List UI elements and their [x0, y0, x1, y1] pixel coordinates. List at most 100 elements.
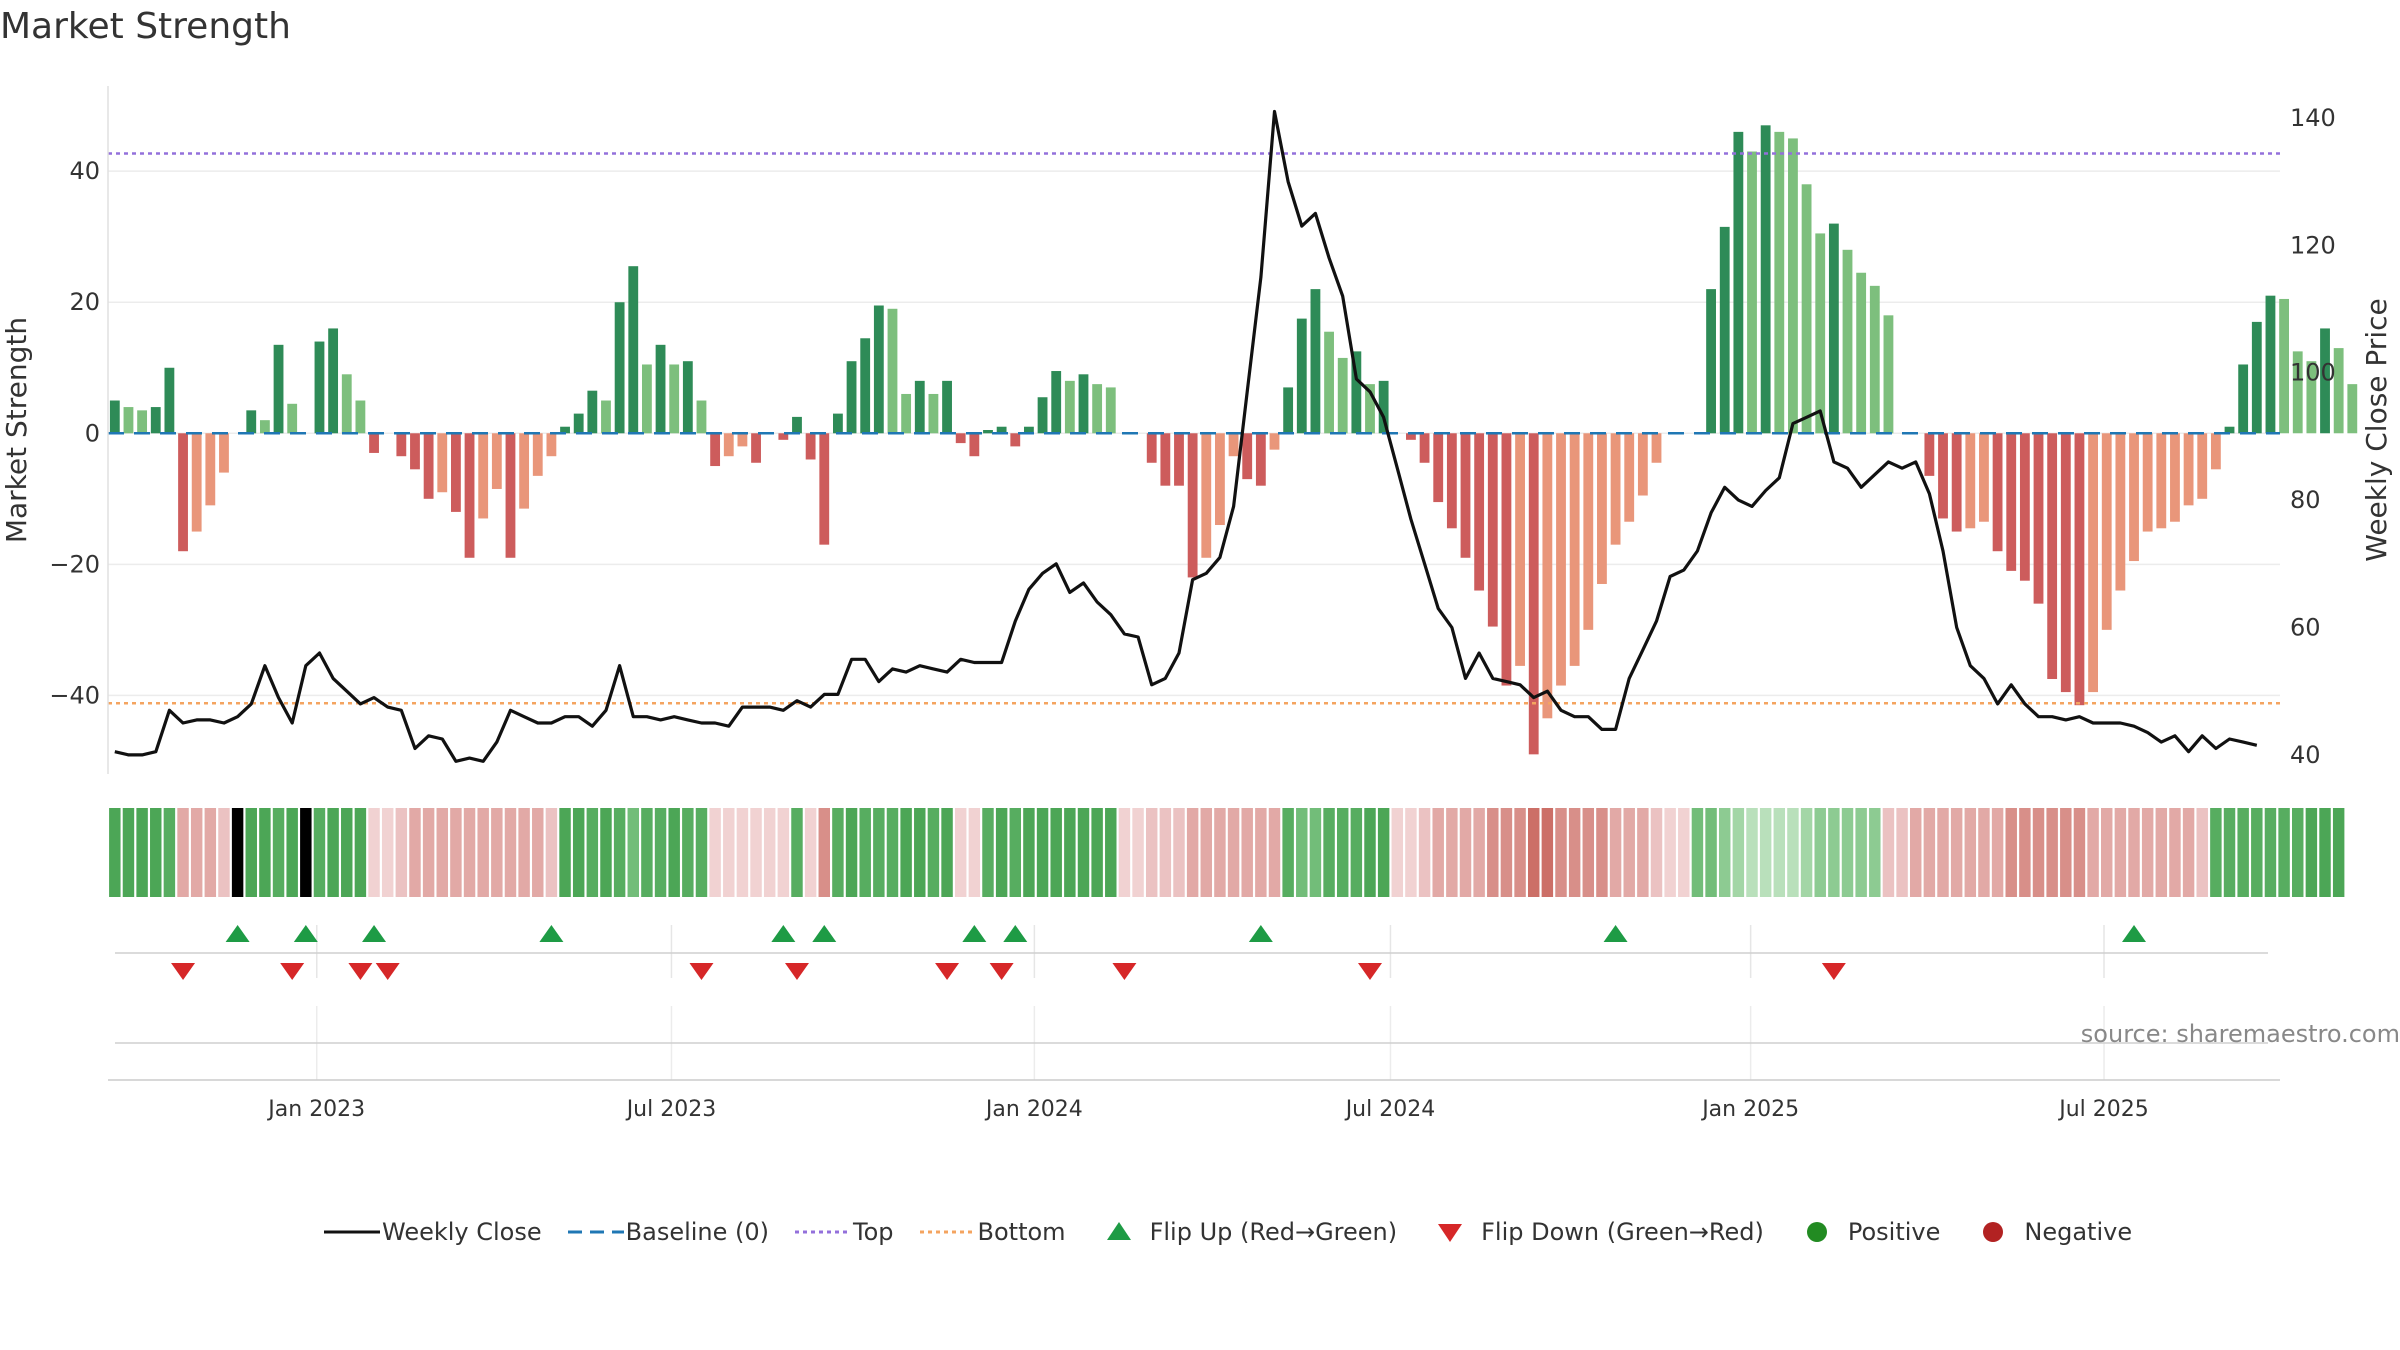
strength-bar	[696, 400, 707, 434]
heat-cell	[1091, 808, 1103, 897]
flip-down-marker	[989, 963, 1014, 980]
heat-cell	[150, 808, 162, 897]
strength-bar	[410, 433, 420, 470]
heat-cell	[2210, 808, 2222, 897]
strength-bar	[1201, 433, 1212, 558]
heat-cell	[286, 808, 298, 897]
heat-cell	[1650, 808, 1663, 897]
y2-tick-label: 40	[2290, 741, 2321, 769]
heat-cell	[1009, 808, 1022, 897]
strength-bar	[2074, 433, 2085, 706]
strength-bar	[1747, 151, 1757, 434]
flip-up-marker	[1003, 925, 1028, 942]
strength-bar	[1037, 397, 1048, 434]
heat-cell	[995, 808, 1008, 897]
heat-cell	[709, 808, 721, 897]
heat-cell	[1268, 808, 1281, 897]
heat-cell	[1555, 808, 1567, 897]
strength-bar	[928, 393, 939, 434]
legend-baseline[interactable]: Baseline (0)	[564, 1217, 769, 1247]
heat-cell	[1732, 808, 1745, 897]
strength-bar	[641, 364, 652, 434]
strength-bar	[1010, 433, 1021, 447]
strength-bar	[123, 407, 134, 434]
flip-up-marker	[539, 925, 564, 942]
flip-markers	[115, 925, 2268, 1044]
legend-dot-swatch	[916, 1217, 978, 1247]
weekly-close-series	[114, 109, 2258, 763]
heat-cell	[600, 808, 612, 897]
heat-cell	[2182, 808, 2195, 897]
heat-cell	[1282, 808, 1294, 897]
heat-cell	[1473, 808, 1485, 897]
strength-bar	[2292, 351, 2303, 434]
heat-cell	[1350, 808, 1363, 897]
legend-top[interactable]: Top	[791, 1217, 894, 1247]
heat-cell	[968, 808, 981, 897]
heat-cell	[791, 808, 803, 897]
flip-down-marker	[1357, 963, 1382, 980]
heat-cell	[1105, 808, 1117, 897]
strength-bar	[1528, 433, 1539, 755]
legend-bottom[interactable]: Bottom	[916, 1217, 1066, 1247]
heat-cell	[1882, 808, 1895, 897]
heat-cell	[504, 808, 517, 897]
heat-cell	[1023, 808, 1035, 897]
flip-up-marker	[2122, 925, 2147, 942]
heat-cell	[1787, 808, 1799, 897]
heat-cell	[327, 808, 339, 897]
heat-cell	[1336, 808, 1349, 897]
strength-bar	[2060, 433, 2071, 693]
flip-up-marker	[1603, 925, 1628, 942]
strength-bar	[846, 361, 857, 434]
strength-bar	[1624, 433, 1635, 522]
strength-bar	[1719, 226, 1730, 434]
strength-bar	[614, 302, 625, 434]
strength-bar	[1078, 374, 1089, 434]
heat-cell	[804, 808, 817, 897]
heat-cell	[627, 808, 639, 897]
heat-cell	[1828, 808, 1840, 897]
heat-cell	[1459, 808, 1472, 897]
heat-cell	[1214, 808, 1226, 897]
strength-bar	[996, 426, 1007, 434]
legend-positive[interactable]: Positive	[1786, 1217, 1940, 1247]
heat-cell	[2292, 808, 2304, 897]
heat-cell	[1405, 808, 1417, 897]
heat-cell	[668, 808, 680, 897]
legend-flip-down[interactable]: Flip Down (Green→Red)	[1419, 1217, 1764, 1247]
heat-cell	[381, 808, 394, 897]
flip-down-marker	[348, 963, 373, 980]
strength-bar	[805, 433, 816, 460]
heat-cell	[1323, 808, 1335, 897]
strength-bar	[2265, 295, 2276, 434]
heat-cell	[177, 808, 189, 897]
heat-cell	[272, 808, 285, 897]
strength-bar	[491, 433, 502, 489]
strength-bar	[1597, 433, 1607, 584]
strength-bar	[1556, 433, 1566, 686]
heat-cell	[2305, 808, 2318, 897]
strength-bar	[969, 433, 980, 457]
legend-weekly-close[interactable]: Weekly Close	[320, 1217, 542, 1247]
heat-cell	[1759, 808, 1772, 897]
strength-bar	[2320, 328, 2330, 434]
strength-bar	[1024, 426, 1034, 434]
strength-bar	[2006, 433, 2017, 571]
legend-negative[interactable]: Negative	[1962, 1217, 2132, 1247]
strength-bar	[560, 426, 570, 434]
strength-bar	[1965, 433, 1976, 529]
strength-bar	[1215, 433, 1225, 526]
heat-cell	[1964, 808, 1977, 897]
heat-cell	[818, 808, 830, 897]
strength-bar	[1637, 433, 1648, 496]
strength-bar	[1365, 384, 1375, 434]
heat-cell	[2087, 808, 2099, 897]
strength-bar	[1242, 433, 1253, 480]
strength-bar	[1815, 233, 1826, 434]
heat-cell	[409, 808, 421, 897]
legend-flip-up[interactable]: Flip Up (Red→Green)	[1088, 1217, 1397, 1247]
heat-cell	[1950, 808, 1963, 897]
strength-bar	[1378, 380, 1389, 434]
